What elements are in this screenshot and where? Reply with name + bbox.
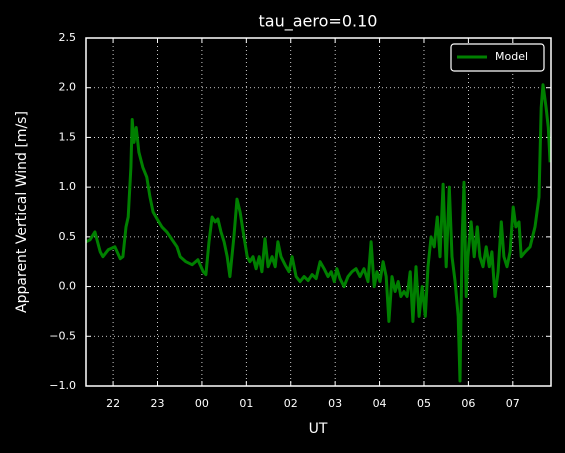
x-tick-label: 07 xyxy=(506,397,520,410)
x-tick-label: 01 xyxy=(239,397,253,410)
y-tick-label: 0.0 xyxy=(59,280,77,293)
x-tick-label: 04 xyxy=(373,397,387,410)
y-tick-label: 2.5 xyxy=(59,31,77,44)
legend-box xyxy=(450,43,545,72)
x-tick-label: 22 xyxy=(106,397,120,410)
y-tick-label: 1.5 xyxy=(59,130,77,143)
x-tick-label: 00 xyxy=(195,397,209,410)
y-tick-label: −1.0 xyxy=(49,379,76,392)
y-tick-label: 1.0 xyxy=(59,180,77,193)
x-tick-label: 23 xyxy=(151,397,165,410)
x-tick-label: 05 xyxy=(417,397,431,410)
legend: Model xyxy=(450,43,545,72)
chart-title: tau_aero=0.10 xyxy=(259,12,378,32)
x-axis-label: UT xyxy=(309,421,328,437)
y-tick-label: 0.5 xyxy=(59,230,77,243)
line-series xyxy=(85,83,552,383)
legend-label: Model xyxy=(495,50,528,63)
x-tick-label: 03 xyxy=(328,397,342,410)
y-tick-label: −0.5 xyxy=(49,329,76,342)
plot-frame xyxy=(85,37,552,387)
x-tick-label: 02 xyxy=(284,397,298,410)
y-axis-label: Apparent Vertical Wind [m/s] xyxy=(14,111,30,313)
y-tick-label: 2.0 xyxy=(59,81,77,94)
x-tick-label: 06 xyxy=(461,397,475,410)
